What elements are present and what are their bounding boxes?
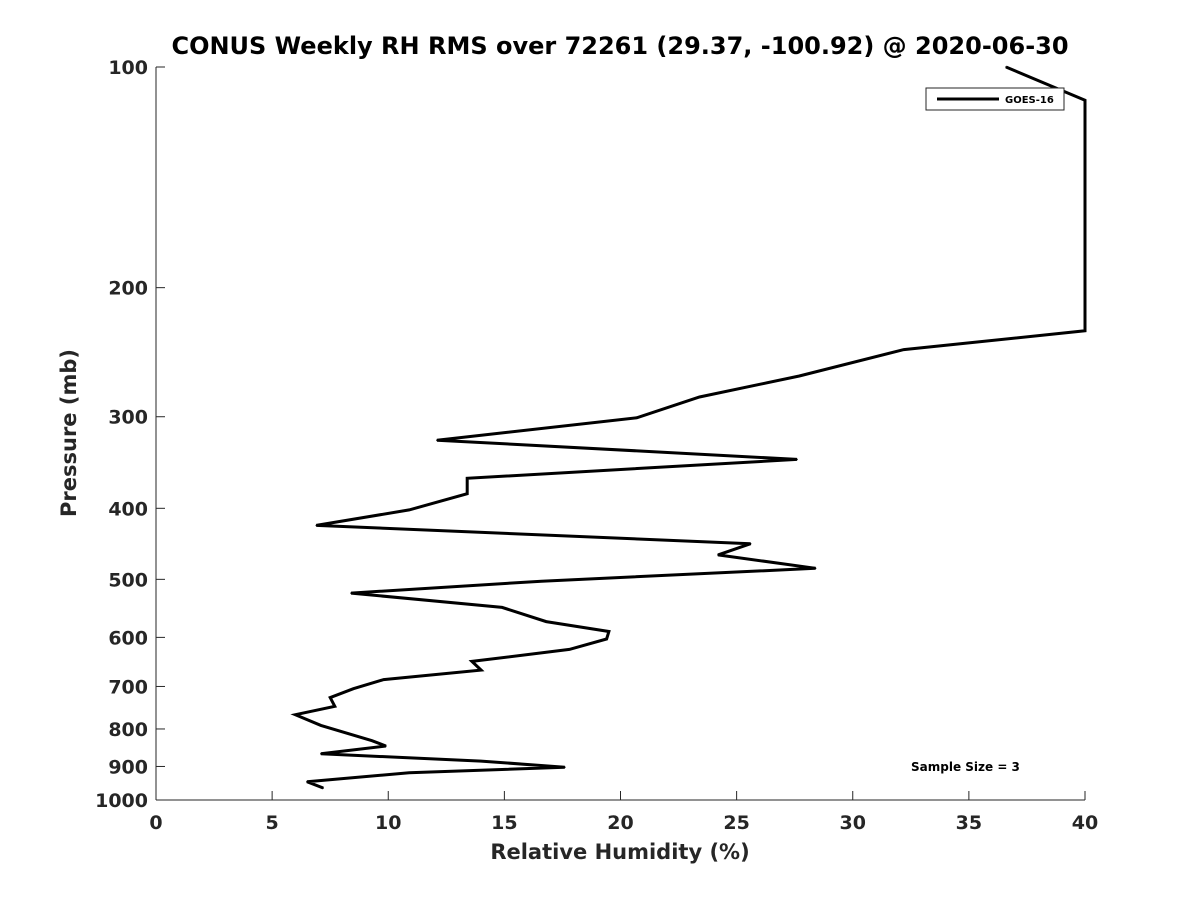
series-layer — [290, 65, 1087, 790]
data-point — [480, 669, 482, 671]
sample-size-annotation: Sample Size = 3 — [911, 760, 1020, 774]
data-point — [605, 638, 608, 640]
data-point — [1084, 99, 1086, 101]
data-point — [320, 753, 322, 755]
data-point — [371, 739, 373, 742]
x-tick-label: 20 — [607, 812, 633, 834]
x-tick-label: 5 — [266, 812, 279, 834]
data-point — [322, 787, 325, 789]
y-tick-label: 1000 — [95, 790, 148, 812]
x-tick-label: 40 — [1072, 812, 1098, 834]
legend-label-goes-16: GOES-16 — [1005, 95, 1054, 106]
data-point — [480, 760, 482, 762]
data-point — [408, 509, 411, 511]
data-point — [608, 630, 610, 633]
data-point — [436, 439, 438, 442]
y-axis-ticks: 100 200 300 400 500 600 700 800 900 1000 — [95, 57, 165, 812]
data-point — [320, 724, 322, 727]
data-point — [1084, 330, 1086, 332]
y-tick-label: 400 — [108, 498, 148, 520]
x-tick-label: 35 — [956, 812, 982, 834]
data-point — [315, 524, 318, 527]
data-point — [717, 554, 719, 556]
data-point — [814, 567, 817, 570]
x-tick-label: 10 — [375, 812, 401, 834]
x-axis-ticks: 0 5 10 15 20 25 30 35 40 — [149, 791, 1098, 834]
y-tick-label: 200 — [108, 278, 148, 300]
x-axis-label: Relative Humidity (%) — [490, 840, 749, 864]
x-tick-label: 30 — [840, 812, 866, 834]
y-tick-label: 800 — [108, 719, 148, 741]
data-point — [540, 580, 543, 582]
data-point — [798, 375, 801, 377]
data-point — [568, 648, 571, 651]
data-point — [306, 780, 308, 783]
data-point — [903, 348, 905, 351]
data-point — [408, 772, 411, 774]
y-tick-label: 300 — [108, 407, 148, 429]
data-point — [352, 687, 355, 690]
data-point — [385, 745, 387, 747]
data-point — [545, 620, 547, 623]
data-point — [466, 492, 469, 495]
data-point — [466, 477, 469, 480]
data-point — [1005, 66, 1007, 68]
legend: GOES-16 — [925, 87, 1065, 111]
y-tick-label: 700 — [108, 676, 148, 698]
axes-background — [156, 67, 1085, 800]
data-point — [334, 705, 336, 708]
y-tick-label: 500 — [108, 569, 148, 591]
data-point — [564, 766, 566, 768]
data-point — [294, 713, 297, 716]
data-point — [471, 660, 473, 663]
data-point — [698, 396, 701, 398]
x-tick-label: 15 — [491, 812, 517, 834]
chart-title: CONUS Weekly RH RMS over 72261 (29.37, -… — [171, 32, 1068, 60]
data-point — [329, 696, 332, 699]
y-tick-label: 600 — [108, 627, 148, 649]
y-tick-label: 100 — [108, 57, 148, 79]
x-tick-label: 25 — [723, 812, 749, 834]
x-tick-label: 0 — [149, 812, 162, 834]
data-point — [796, 458, 798, 461]
data-point — [749, 542, 752, 545]
data-point — [636, 417, 638, 419]
data-point — [501, 606, 503, 609]
y-axis-label: Pressure (mb) — [57, 349, 81, 517]
y-tick-label: 900 — [108, 756, 148, 778]
data-point — [382, 678, 385, 681]
plot-area: 0 5 10 15 20 25 30 35 40 100 200 300 400 500 600 700 80… — [95, 57, 1098, 834]
data-point — [350, 592, 352, 594]
